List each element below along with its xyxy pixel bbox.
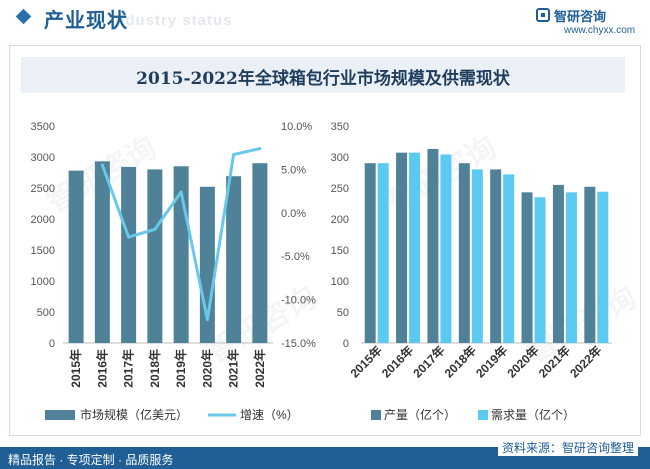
y-tick-label: 0 (343, 338, 349, 350)
x-category-label: 2017年 (121, 349, 136, 388)
bar-supply (490, 169, 502, 343)
x-category-label: 2018年 (441, 343, 479, 381)
y-tick-left-label: 1500 (31, 245, 55, 257)
x-category-label: 2017年 (410, 343, 448, 381)
bar-demand (503, 174, 515, 343)
bar-market-size (121, 166, 137, 343)
bar-supply (427, 148, 439, 343)
y-tick-right-label: 10.0% (281, 121, 312, 133)
y-tick-label: 250 (331, 183, 349, 195)
bar-market-size (226, 176, 242, 343)
bar-supply (458, 163, 470, 343)
bar-demand (377, 163, 389, 343)
legend-label-demand: 需求量（亿个） (491, 407, 575, 422)
point-growth-rate (232, 153, 236, 157)
legend-swatch-demand (478, 410, 488, 420)
bar-demand (409, 152, 421, 343)
y-tick-label: 100 (331, 276, 349, 288)
x-category-label: 2019年 (472, 343, 510, 381)
bar-market-size (252, 163, 268, 343)
bar-demand (597, 191, 609, 343)
point-growth-rate (100, 163, 104, 167)
legend-swatch-supply (371, 410, 381, 420)
x-category-label: 2022年 (252, 349, 267, 388)
bar-supply (552, 184, 564, 343)
x-category-label: 2015年 (68, 349, 83, 388)
brand: 智研咨询 www.chyxx.com (536, 6, 636, 40)
y-tick-label: 300 (331, 152, 349, 164)
y-tick-right-label: 5.0% (281, 164, 306, 176)
y-tick-right-label: 0.0% (281, 208, 306, 220)
x-category-label: 2018年 (147, 349, 162, 388)
point-growth-rate (127, 235, 131, 239)
legend-label-market-size: 市场规模（亿美元） (80, 407, 188, 422)
y-tick-label: 200 (331, 214, 349, 226)
bar-supply (396, 152, 408, 343)
footer-tagline: 精品报告 · 专项定制 · 品质服务 (8, 453, 174, 467)
y-tick-left-label: 500 (37, 307, 55, 319)
x-category-label: 2021年 (535, 343, 573, 381)
brand-name: 智研咨询 (554, 9, 607, 24)
chart-title-bar: 2015-2022年全球箱包行业市场规模及供需现状 (21, 57, 625, 93)
y-tick-label: 50 (337, 307, 349, 319)
bar-supply (584, 186, 596, 343)
brand-logo-icon (536, 8, 550, 22)
x-category-label: 2015年 (347, 343, 385, 381)
y-tick-label: 150 (331, 245, 349, 257)
footer-bar: 精品报告 · 专项定制 · 品质服务 资料来源：智研咨询整理 (0, 439, 650, 469)
point-growth-rate (258, 147, 262, 151)
y-tick-right-label: -15.0% (281, 338, 316, 350)
bar-demand (471, 169, 483, 343)
y-tick-left-label: 3000 (31, 152, 55, 164)
y-tick-right-label: -5.0% (281, 251, 310, 263)
y-tick-right-label: -10.0% (281, 295, 316, 307)
legend-label-supply: 产量（亿个） (384, 407, 456, 422)
legend-swatch-market-size (45, 410, 75, 420)
bar-demand (440, 154, 452, 343)
x-category-label: 2016年 (94, 349, 109, 388)
point-growth-rate (179, 190, 183, 194)
x-category-label: 2022年 (566, 343, 604, 381)
bar-demand (534, 197, 546, 343)
header-title: 产业现状 (44, 10, 128, 32)
point-growth-rate (205, 318, 209, 322)
legend-label-growth: 增速（%） (240, 408, 299, 422)
bar-market-size (94, 161, 110, 343)
point-growth-rate (153, 227, 157, 231)
y-tick-left-label: 2500 (31, 183, 55, 195)
bar-market-size (147, 169, 163, 343)
x-category-label: 2020年 (504, 343, 542, 381)
footer-source: 资料来源：智研咨询整理 (497, 439, 638, 456)
y-tick-left-label: 3500 (31, 121, 55, 133)
brand-site: www.chyxx.com (564, 25, 636, 36)
x-category-label: 2020年 (199, 349, 214, 388)
bar-demand (565, 192, 577, 343)
x-category-label: 2021年 (226, 349, 241, 388)
y-tick-left-label: 0 (49, 338, 55, 350)
header-title-shadow: Industry status (110, 12, 233, 29)
page-header: Industry status 产业现状 智研咨询 www.chyxx.com (0, 0, 650, 40)
bar-market-size (68, 170, 84, 343)
bar-supply (364, 163, 376, 343)
y-tick-left-label: 2000 (31, 214, 55, 226)
chart-title: 2015-2022年全球箱包行业市场规模及供需现状 (136, 69, 510, 89)
y-tick-left-label: 1000 (31, 276, 55, 288)
x-category-label: 2019年 (173, 349, 188, 388)
y-tick-label: 350 (331, 121, 349, 133)
x-category-label: 2016年 (378, 343, 416, 381)
bar-supply (521, 192, 533, 343)
